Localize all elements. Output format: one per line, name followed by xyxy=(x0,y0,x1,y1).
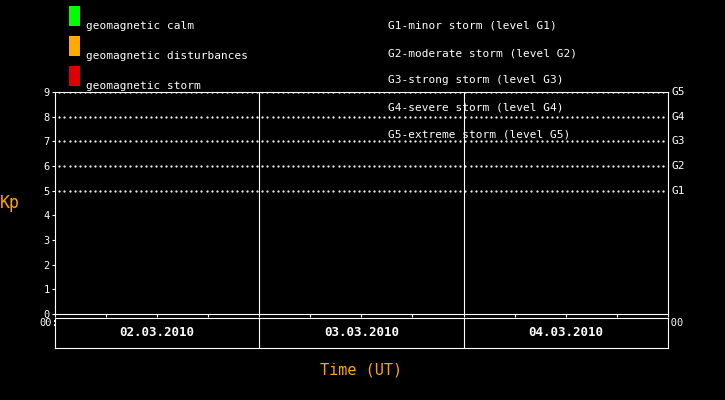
Text: G5-extreme storm (level G5): G5-extreme storm (level G5) xyxy=(388,130,570,140)
Text: Kp: Kp xyxy=(0,194,20,212)
Text: G4: G4 xyxy=(671,112,684,122)
Text: 02.03.2010: 02.03.2010 xyxy=(120,326,195,340)
Text: Time (UT): Time (UT) xyxy=(320,362,402,378)
Text: G2: G2 xyxy=(671,161,684,171)
Text: G1-minor storm (level G1): G1-minor storm (level G1) xyxy=(388,21,557,31)
Text: G4-severe storm (level G4): G4-severe storm (level G4) xyxy=(388,103,563,113)
Text: G2-moderate storm (level G2): G2-moderate storm (level G2) xyxy=(388,48,577,58)
Text: geomagnetic storm: geomagnetic storm xyxy=(86,82,201,92)
Text: geomagnetic disturbances: geomagnetic disturbances xyxy=(86,51,248,61)
Text: G3-strong storm (level G3): G3-strong storm (level G3) xyxy=(388,76,563,86)
Text: 03.03.2010: 03.03.2010 xyxy=(324,326,399,340)
Text: 04.03.2010: 04.03.2010 xyxy=(528,326,603,340)
Text: G5: G5 xyxy=(671,87,684,97)
Text: G3: G3 xyxy=(671,136,684,146)
Text: G1: G1 xyxy=(671,186,684,196)
Text: geomagnetic calm: geomagnetic calm xyxy=(86,22,194,32)
